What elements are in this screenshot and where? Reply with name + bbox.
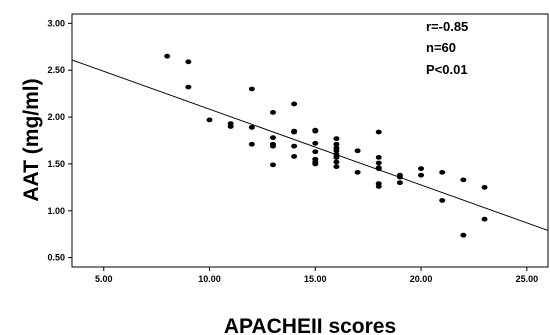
x-tick-label: 15.00 — [304, 274, 327, 284]
annotation-r: r=-0.85 — [426, 19, 468, 34]
data-point — [439, 198, 446, 203]
data-point — [185, 59, 192, 65]
data-points — [164, 53, 488, 238]
data-point — [375, 160, 382, 166]
data-point — [354, 169, 361, 175]
data-point — [248, 124, 255, 130]
data-point — [312, 149, 319, 155]
annotation-p: P<0.01 — [426, 62, 468, 77]
data-point — [333, 136, 340, 142]
data-point — [333, 159, 340, 165]
data-point — [312, 161, 319, 167]
regression-line — [71, 59, 549, 231]
x-axis-ticks: 5.00 10.00 15.00 20.00 25.00 — [95, 267, 538, 284]
data-point — [333, 148, 340, 154]
data-point — [206, 117, 213, 123]
data-point — [248, 86, 255, 92]
data-point — [291, 154, 298, 159]
data-point — [418, 172, 425, 178]
data-point — [375, 154, 382, 160]
annotation-n: n=60 — [426, 40, 456, 55]
data-point — [185, 84, 192, 90]
data-point — [291, 101, 298, 107]
data-point — [396, 180, 403, 186]
data-point — [375, 129, 382, 135]
data-point — [439, 169, 446, 175]
data-point — [396, 174, 403, 180]
data-point — [460, 232, 467, 238]
data-point — [227, 124, 234, 129]
data-point — [418, 166, 425, 172]
x-tick-label: 5.00 — [95, 274, 113, 284]
data-point — [269, 109, 276, 115]
data-point — [164, 53, 171, 59]
data-point — [375, 184, 382, 189]
x-axis-title: APACHEII scores — [224, 315, 396, 335]
y-tick-label: 1.50 — [47, 159, 65, 169]
data-point — [269, 143, 276, 149]
data-point — [333, 154, 340, 160]
data-point — [291, 129, 298, 135]
y-tick-label: 2.50 — [47, 65, 65, 75]
data-point — [312, 128, 319, 134]
plot-area — [71, 13, 549, 268]
y-tick-label: 0.50 — [47, 253, 65, 263]
data-point — [375, 166, 382, 172]
data-point — [481, 216, 488, 222]
data-point — [248, 141, 255, 147]
y-axis-ticks: 0.50 1.00 1.50 2.00 2.50 3.00 — [47, 18, 72, 263]
y-tick-label: 1.00 — [47, 206, 65, 216]
data-point — [312, 140, 319, 146]
x-tick-label: 10.00 — [198, 274, 221, 284]
data-point — [269, 162, 276, 168]
y-tick-label: 3.00 — [47, 18, 65, 28]
data-point — [333, 164, 340, 170]
x-tick-label: 25.00 — [516, 274, 539, 284]
data-point — [460, 177, 467, 183]
data-point — [333, 141, 340, 147]
data-point — [354, 148, 361, 154]
data-point — [291, 143, 298, 149]
y-axis-title: AAT (mg/ml) — [20, 78, 43, 201]
data-point — [269, 135, 276, 141]
data-point — [481, 184, 488, 190]
x-tick-label: 20.00 — [410, 274, 433, 284]
y-tick-label: 2.00 — [47, 112, 65, 122]
